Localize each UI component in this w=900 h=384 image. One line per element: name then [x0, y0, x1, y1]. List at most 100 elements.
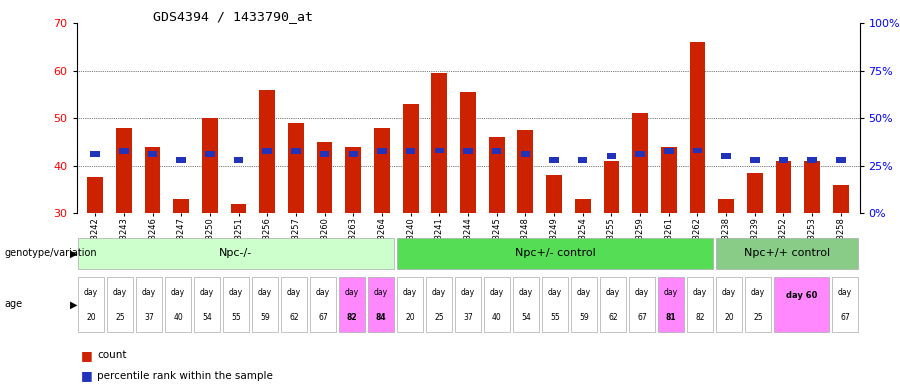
Text: day: day — [751, 288, 765, 297]
Text: 25: 25 — [115, 313, 125, 322]
Text: day: day — [548, 288, 562, 297]
Text: Npc-/-: Npc-/- — [220, 248, 253, 258]
Bar — [87, 177, 103, 213]
Text: day: day — [693, 288, 707, 297]
Text: 37: 37 — [464, 313, 472, 322]
Bar — [718, 199, 734, 213]
Text: day: day — [664, 288, 678, 297]
Bar — [202, 118, 218, 213]
Bar — [259, 89, 275, 213]
Bar — [317, 142, 332, 213]
FancyBboxPatch shape — [77, 277, 104, 332]
Text: GDS4394 / 1433790_at: GDS4394 / 1433790_at — [153, 10, 313, 23]
Text: 25: 25 — [434, 313, 444, 322]
Text: day: day — [345, 288, 359, 297]
FancyBboxPatch shape — [454, 277, 482, 332]
FancyBboxPatch shape — [744, 277, 771, 332]
Bar — [489, 137, 505, 213]
FancyBboxPatch shape — [107, 277, 133, 332]
Text: count: count — [97, 350, 127, 360]
Bar — [607, 153, 616, 159]
Text: 37: 37 — [144, 313, 154, 322]
Bar — [575, 199, 590, 213]
Bar — [176, 157, 186, 163]
Bar — [119, 149, 129, 154]
Text: day: day — [577, 288, 591, 297]
Text: ▶: ▶ — [70, 248, 77, 258]
Text: day: day — [722, 288, 736, 297]
Text: day: day — [229, 288, 243, 297]
Bar — [750, 157, 760, 163]
Text: age: age — [4, 299, 22, 310]
Bar — [374, 127, 390, 213]
Text: 67: 67 — [318, 313, 328, 322]
Text: 25: 25 — [753, 313, 763, 322]
Bar — [492, 149, 501, 154]
Bar — [664, 149, 673, 154]
Text: 20: 20 — [724, 313, 733, 322]
Text: ■: ■ — [81, 369, 93, 382]
Bar — [145, 147, 160, 213]
Text: day 60: day 60 — [786, 291, 817, 300]
Bar — [778, 157, 788, 163]
Bar — [464, 149, 472, 154]
Bar — [288, 123, 304, 213]
Bar — [348, 151, 358, 157]
FancyBboxPatch shape — [222, 277, 249, 332]
Bar — [90, 151, 100, 157]
Bar — [520, 151, 530, 157]
Bar — [174, 199, 189, 213]
Bar — [722, 153, 731, 159]
Bar — [518, 130, 533, 213]
Text: day: day — [490, 288, 504, 297]
FancyBboxPatch shape — [426, 277, 453, 332]
FancyBboxPatch shape — [165, 277, 192, 332]
FancyBboxPatch shape — [338, 277, 365, 332]
FancyBboxPatch shape — [542, 277, 568, 332]
Text: day: day — [432, 288, 446, 297]
FancyBboxPatch shape — [483, 277, 510, 332]
Text: 40: 40 — [492, 313, 502, 322]
FancyBboxPatch shape — [716, 277, 742, 332]
Text: day: day — [374, 288, 388, 297]
Text: 62: 62 — [608, 313, 617, 322]
FancyBboxPatch shape — [136, 277, 162, 332]
FancyBboxPatch shape — [687, 277, 714, 332]
Text: 67: 67 — [637, 313, 647, 322]
Bar — [230, 204, 247, 213]
Text: day: day — [403, 288, 417, 297]
Text: ■: ■ — [81, 349, 93, 362]
Text: 84: 84 — [375, 313, 386, 322]
FancyBboxPatch shape — [629, 277, 655, 332]
Text: day: day — [606, 288, 620, 297]
Bar — [689, 42, 706, 213]
FancyBboxPatch shape — [599, 277, 626, 332]
Text: percentile rank within the sample: percentile rank within the sample — [97, 371, 273, 381]
FancyBboxPatch shape — [832, 277, 859, 332]
Text: 55: 55 — [231, 313, 241, 322]
FancyBboxPatch shape — [774, 277, 829, 332]
Bar — [320, 151, 329, 157]
Text: day: day — [84, 288, 98, 297]
Text: 82: 82 — [695, 313, 705, 322]
FancyBboxPatch shape — [310, 277, 337, 332]
Bar — [346, 147, 361, 213]
Text: 54: 54 — [202, 313, 211, 322]
Text: genotype/variation: genotype/variation — [4, 248, 97, 258]
Text: 62: 62 — [289, 313, 299, 322]
Bar — [549, 157, 559, 163]
Bar — [833, 185, 849, 213]
FancyBboxPatch shape — [77, 238, 394, 269]
Text: day: day — [112, 288, 127, 297]
Bar — [263, 149, 272, 154]
Text: 40: 40 — [173, 313, 183, 322]
FancyBboxPatch shape — [658, 277, 684, 332]
Bar — [546, 175, 562, 213]
Bar — [635, 151, 644, 157]
Bar — [836, 157, 846, 163]
FancyBboxPatch shape — [397, 238, 714, 269]
Bar — [234, 157, 243, 163]
Bar — [805, 161, 820, 213]
Text: day: day — [461, 288, 475, 297]
Text: 81: 81 — [666, 313, 676, 322]
